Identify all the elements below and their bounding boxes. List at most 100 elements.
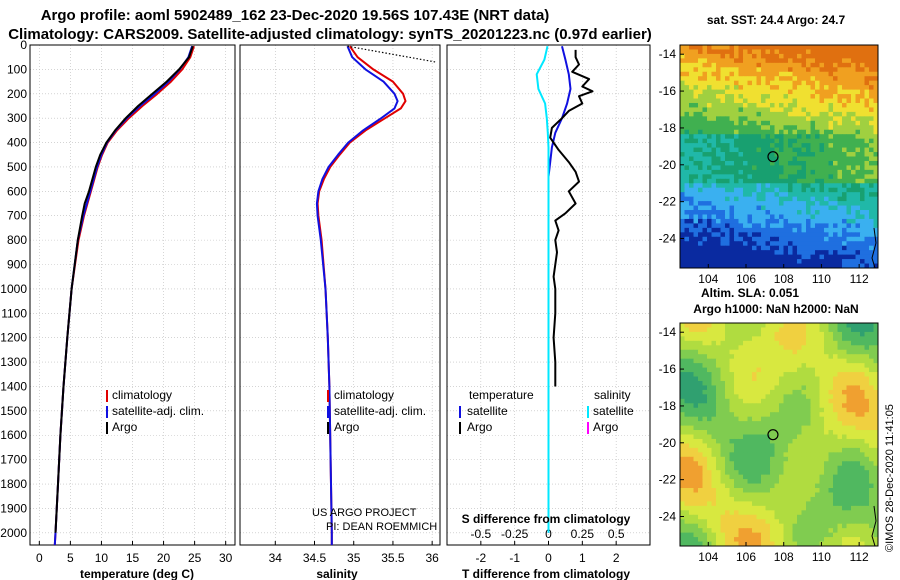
map-cell — [815, 340, 820, 346]
map-cell — [810, 483, 816, 489]
map-cell — [860, 76, 865, 82]
map-cell — [743, 483, 748, 489]
map-cell — [725, 327, 730, 333]
map-cell — [788, 129, 793, 135]
x-tick-label: 0 — [36, 551, 43, 565]
map-cell — [837, 528, 843, 534]
map-cell — [833, 210, 838, 215]
map-cell — [873, 363, 879, 368]
map-cell — [734, 412, 739, 418]
map-cell — [693, 336, 699, 342]
map-cell — [765, 53, 771, 59]
map-cell — [743, 134, 748, 140]
map-cell — [860, 174, 865, 180]
map-cell — [864, 134, 870, 140]
map-cell — [819, 403, 825, 409]
map-cell — [810, 496, 816, 502]
map-cell — [734, 223, 739, 229]
map-cell — [765, 214, 771, 220]
map-cell — [738, 45, 744, 50]
map-cell — [860, 483, 865, 489]
map-cell — [824, 94, 829, 99]
map-cell — [860, 98, 865, 104]
map-cell — [851, 367, 856, 373]
map-cell — [729, 452, 735, 458]
map-cell — [729, 407, 735, 413]
map-cell — [842, 45, 847, 50]
map-cell — [792, 196, 798, 202]
map-cell — [752, 358, 757, 364]
map-cell — [788, 143, 793, 148]
map-cell — [689, 107, 694, 113]
map-cell — [761, 125, 766, 131]
x-tick-label: 35.5 — [381, 551, 405, 565]
map-cell — [756, 89, 762, 95]
map-cell — [846, 456, 852, 462]
map-cell — [738, 461, 744, 467]
map-cell — [707, 479, 712, 484]
map-cell — [711, 80, 717, 86]
map-cell — [851, 245, 856, 251]
map-cell — [756, 45, 762, 50]
map-cell — [833, 452, 838, 458]
map-cell — [689, 456, 694, 462]
map-cell — [819, 192, 825, 198]
map-cell — [819, 394, 825, 400]
map-cell — [851, 372, 856, 377]
map-cell — [797, 488, 802, 493]
map-cell — [860, 380, 865, 386]
map-cell — [819, 129, 825, 135]
map-cell — [702, 232, 708, 238]
map-cell — [828, 134, 834, 140]
map-cell — [716, 488, 721, 493]
map-cell — [851, 89, 856, 95]
map-cell — [756, 201, 762, 206]
map-cell — [689, 443, 694, 449]
map-cell — [846, 134, 852, 140]
map-cell — [689, 76, 694, 82]
map-cell — [846, 537, 852, 542]
map-cell — [815, 367, 820, 373]
map-cell — [860, 349, 865, 355]
map-cell — [873, 537, 879, 542]
map-cell — [815, 236, 820, 242]
temperature-legend: climatology satellite-adj. clim. Argo — [106, 388, 204, 434]
map-cell — [693, 62, 699, 68]
map-cell — [851, 519, 856, 525]
map-cell — [851, 178, 856, 184]
map-cell — [765, 385, 771, 391]
map-cell — [765, 169, 771, 175]
map-cell — [774, 250, 780, 256]
map-cell — [698, 187, 703, 193]
map-cell — [873, 152, 879, 157]
map-cell — [761, 245, 766, 251]
map-cell — [770, 394, 775, 400]
map-cell — [819, 49, 825, 55]
map-cell — [680, 380, 685, 386]
map-cell — [684, 143, 690, 148]
map-cell — [810, 152, 816, 157]
map-cell — [837, 336, 843, 342]
map-cell — [743, 447, 748, 453]
map-cell — [698, 465, 703, 471]
map-cell — [725, 461, 730, 467]
map-cell — [779, 245, 784, 251]
map-cell — [873, 85, 879, 90]
map-cell — [779, 430, 784, 435]
map-cell — [693, 385, 699, 391]
map-cell — [855, 323, 861, 328]
map-cell — [707, 116, 712, 122]
map-cell — [779, 210, 784, 215]
map-cell — [788, 263, 793, 269]
map-cell — [815, 376, 820, 382]
map-cell — [693, 421, 699, 426]
map-cell — [815, 196, 820, 202]
map-cell — [743, 102, 748, 108]
map-cell — [824, 178, 829, 184]
map-cell — [792, 501, 798, 507]
map-cell — [810, 385, 816, 391]
map-cell — [747, 541, 753, 547]
map-cell — [810, 62, 816, 68]
map-cell — [711, 532, 717, 538]
map-cell — [774, 532, 780, 538]
